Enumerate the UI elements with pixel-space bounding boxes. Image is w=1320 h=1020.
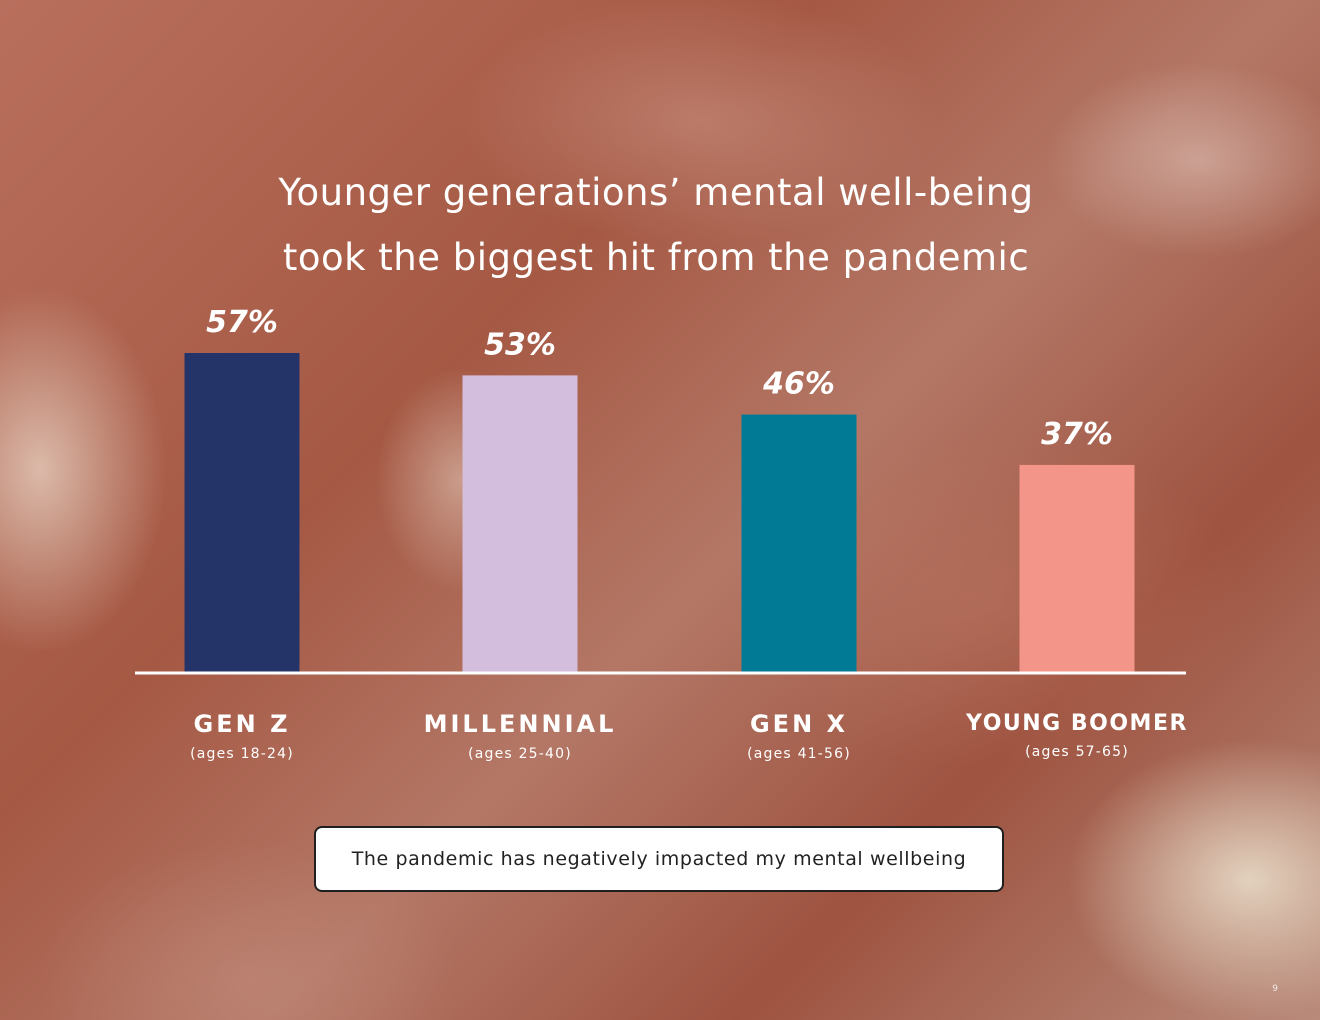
chart-title-line-2: took the biggest hit from the pandemic bbox=[282, 236, 1030, 279]
category-sublabel: (ages 41-56) bbox=[747, 746, 851, 762]
page-number: 9 bbox=[1272, 984, 1278, 994]
category-sublabel: (ages 18-24) bbox=[190, 746, 294, 762]
category-label: GEN Z bbox=[194, 710, 291, 738]
bar-value-label: 46% bbox=[762, 367, 835, 402]
bar-value-label: 53% bbox=[484, 327, 556, 362]
category-sublabel: (ages 25-40) bbox=[468, 746, 572, 762]
category-label: GEN X bbox=[750, 710, 848, 738]
category-sublabel: (ages 57-65) bbox=[1025, 744, 1129, 760]
bar-value-label: 57% bbox=[206, 305, 278, 340]
legend-label: The pandemic has negatively impacted my … bbox=[351, 848, 967, 870]
chart-title: Younger generations’ mental well-being t… bbox=[0, 160, 1312, 290]
bar bbox=[741, 414, 857, 672]
bar bbox=[462, 375, 578, 672]
legend-box: The pandemic has negatively impacted my … bbox=[314, 826, 1004, 892]
bar bbox=[184, 353, 300, 672]
category-label: MILLENNIAL bbox=[424, 710, 617, 738]
category-label: YOUNG BOOMER bbox=[965, 711, 1188, 736]
bar-value-label: 37% bbox=[1041, 417, 1113, 452]
bar bbox=[1019, 464, 1135, 672]
chart-title-line-1: Younger generations’ mental well-being bbox=[278, 171, 1034, 214]
